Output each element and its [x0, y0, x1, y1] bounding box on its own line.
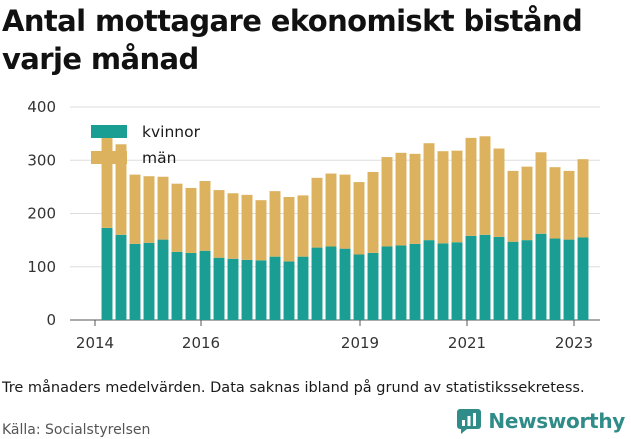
bar-kvinnor-8: [213, 257, 225, 320]
source-label: Källa: Socialstyrelsen: [2, 422, 151, 438]
y-tick-label: 200: [27, 205, 56, 223]
bar-kvinnor-1: [115, 234, 127, 320]
bar-man-0: [101, 137, 113, 228]
bar-man-16: [325, 173, 337, 247]
bar-man-23: [423, 143, 435, 241]
bar-kvinnor-23: [423, 240, 435, 320]
bar-kvinnor-34: [577, 237, 589, 320]
x-axis: 2014 2016 2019 2021 2023: [76, 320, 593, 352]
bar-man-29: [507, 170, 519, 242]
bar-man-5: [171, 183, 183, 252]
bar-kvinnor-26: [465, 235, 477, 320]
bar-man-8: [213, 190, 225, 258]
legend: kvinnor män: [91, 123, 201, 167]
bar-kvinnor-5: [171, 251, 183, 320]
bar-man-20: [381, 157, 393, 247]
legend-swatch-kvinnor: [91, 125, 127, 138]
bar-kvinnor-25: [451, 242, 463, 320]
bar-kvinnor-21: [395, 245, 407, 320]
x-tick-label: 2021: [448, 334, 486, 352]
bar-kvinnor-24: [437, 243, 449, 320]
y-tick-label: 0: [46, 311, 56, 329]
bar-kvinnor-22: [409, 243, 421, 320]
bar-kvinnor-27: [479, 234, 491, 320]
brand-name: Newsworthy: [488, 409, 625, 433]
bars: [101, 136, 589, 320]
bar-kvinnor-3: [143, 242, 155, 320]
bar-man-31: [535, 152, 547, 234]
y-tick-label: 100: [27, 258, 56, 276]
bar-kvinnor-32: [549, 238, 561, 320]
x-tick-label: 2016: [182, 334, 220, 352]
bar-man-15: [311, 177, 323, 248]
bar-man-1: [115, 144, 127, 235]
bar-man-19: [367, 171, 379, 253]
bar-man-3: [143, 176, 155, 243]
y-tick-label: 300: [27, 151, 56, 169]
bar-man-12: [269, 191, 281, 257]
x-tick-label: 2019: [341, 334, 379, 352]
bar-man-21: [395, 152, 407, 246]
stacked-bar-chart: 0 100 200 300 400 2014 2016 2019 2021 2023 kvinn…: [27, 98, 600, 352]
bar-man-33: [563, 170, 575, 240]
bar-man-18: [353, 182, 365, 255]
bar-kvinnor-4: [157, 239, 169, 320]
bar-man-34: [577, 159, 589, 238]
bar-kvinnor-19: [367, 252, 379, 320]
x-tick-label: 2023: [555, 334, 593, 352]
bar-kvinnor-10: [241, 259, 253, 320]
bar-kvinnor-31: [535, 233, 547, 320]
legend-swatch-man: [91, 151, 127, 164]
bar-kvinnor-14: [297, 256, 309, 320]
chart-caption: Tre månaders medelvärden. Data saknas ib…: [2, 380, 585, 396]
y-tick-label: 400: [27, 98, 56, 116]
bar-man-11: [255, 200, 267, 261]
bar-kvinnor-9: [227, 258, 239, 320]
bar-man-30: [521, 166, 533, 241]
chart-title: Antal mottagare ekonomiskt bistånd varje…: [2, 4, 583, 76]
bar-kvinnor-20: [381, 246, 393, 320]
bar-kvinnor-28: [493, 236, 505, 320]
bar-man-32: [549, 167, 561, 239]
bar-man-9: [227, 193, 239, 259]
legend-label-kvinnor: kvinnor: [142, 123, 201, 141]
bar-man-14: [297, 195, 309, 257]
bar-kvinnor-16: [325, 246, 337, 320]
bar-kvinnor-33: [563, 239, 575, 320]
bar-kvinnor-12: [269, 256, 281, 320]
bar-kvinnor-11: [255, 260, 267, 320]
bar-kvinnor-7: [199, 250, 211, 320]
bar-man-22: [409, 153, 421, 244]
bar-man-4: [157, 176, 169, 240]
bar-man-2: [129, 174, 141, 244]
bar-man-6: [185, 187, 197, 253]
bar-kvinnor-18: [353, 254, 365, 320]
bar-kvinnor-0: [101, 227, 113, 320]
bar-man-10: [241, 194, 253, 260]
bar-man-25: [451, 150, 463, 243]
bar-man-24: [437, 151, 449, 244]
bar-man-7: [199, 181, 211, 251]
bar-kvinnor-2: [129, 243, 141, 320]
bar-kvinnor-17: [339, 248, 351, 320]
bar-man-27: [479, 136, 491, 235]
bar-kvinnor-13: [283, 261, 295, 320]
y-axis-labels: 0 100 200 300 400: [27, 98, 56, 329]
bar-man-26: [465, 137, 477, 236]
bar-kvinnor-30: [521, 240, 533, 320]
bar-man-17: [339, 174, 351, 249]
legend-label-man: män: [142, 149, 176, 167]
bar-kvinnor-15: [311, 247, 323, 320]
bar-man-13: [283, 196, 295, 262]
bar-man-28: [493, 148, 505, 237]
newsworthy-brand[interactable]: Newsworthy: [456, 408, 625, 434]
x-tick-label: 2014: [76, 334, 114, 352]
bar-kvinnor-6: [185, 252, 197, 320]
newsworthy-logo-icon: [457, 409, 482, 434]
bar-kvinnor-29: [507, 241, 519, 320]
